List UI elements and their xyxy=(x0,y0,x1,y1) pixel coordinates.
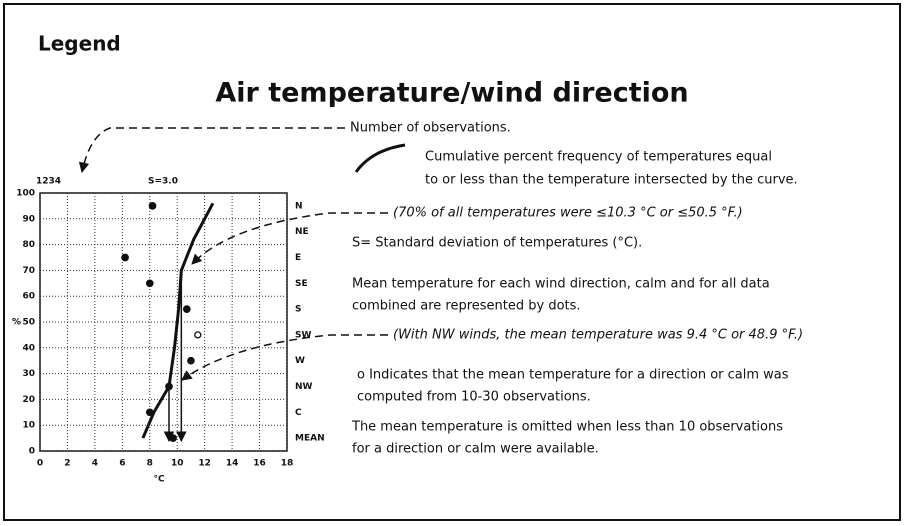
note: (70% of all temperatures were ≤10.3 °C o… xyxy=(393,206,743,221)
mean-dot xyxy=(165,382,173,391)
category-label: S xyxy=(295,305,301,315)
example-arrow xyxy=(181,334,388,381)
x-tick-label: 16 xyxy=(253,459,266,469)
mean-dot xyxy=(121,253,129,262)
observations-label: 1234 xyxy=(36,177,61,187)
note: S= Standard deviation of temperatures (°… xyxy=(352,236,642,251)
x-tick-label: 10 xyxy=(171,459,184,469)
note: Mean temperature for each wind direction… xyxy=(352,277,770,292)
mean-dot xyxy=(182,305,191,313)
y-tick-label: 100 xyxy=(16,189,35,199)
mean-dot xyxy=(169,434,177,442)
category-label: SE xyxy=(295,279,308,289)
y-tick-label: 80 xyxy=(22,240,35,250)
category-label: C xyxy=(295,408,302,418)
category-label: NE xyxy=(295,227,309,237)
y-tick-label: 60 xyxy=(22,292,35,302)
mean-dot xyxy=(194,331,202,339)
x-tick-label: 6 xyxy=(119,459,125,469)
x-tick-label: 2 xyxy=(64,459,70,469)
category-label: NW xyxy=(295,382,313,392)
mean-dot xyxy=(148,202,157,210)
cumulative-curve xyxy=(141,202,215,439)
x-tick-label: 4 xyxy=(92,459,98,469)
x-tick-label: 18 xyxy=(281,459,294,469)
x-tick-label: 8 xyxy=(147,459,153,469)
note: Number of observations. xyxy=(350,121,511,136)
y-tick-label: 0 xyxy=(29,447,35,457)
curve-sample xyxy=(354,143,406,173)
category-label: SW xyxy=(295,330,311,340)
x-axis-label: °C xyxy=(154,475,166,485)
note: (With NW winds, the mean temperature was… xyxy=(393,328,803,343)
y-tick-label: 40 xyxy=(22,343,35,353)
x-tick-label: 14 xyxy=(226,459,239,469)
note: Cumulative percent frequency of temperat… xyxy=(425,150,772,165)
x-tick-label: 0 xyxy=(37,459,43,469)
note: to or less than the temperature intersec… xyxy=(425,173,798,188)
legend-title: Legend xyxy=(38,32,121,56)
category-label: N xyxy=(295,201,303,211)
mean-dot xyxy=(187,356,195,365)
category-label: MEAN xyxy=(295,434,325,444)
note: computed from 10-30 observations. xyxy=(357,390,591,405)
category-label: E xyxy=(295,253,301,263)
observations-arrow xyxy=(78,127,345,174)
y-tick-label: 70 xyxy=(22,266,35,276)
note: combined are represented by dots. xyxy=(352,299,581,314)
mean-dot xyxy=(145,279,154,288)
note: for a direction or calm were available. xyxy=(352,442,599,457)
frame xyxy=(3,3,901,521)
note: The mean temperature is omitted when les… xyxy=(351,420,783,435)
y-tick-label: 50 xyxy=(22,318,35,328)
y-tick-label: 20 xyxy=(22,395,35,405)
y-tick-label: 10 xyxy=(22,421,35,431)
title: Air temperature/wind direction xyxy=(215,78,688,109)
y-axis-label: % xyxy=(12,318,21,328)
y-tick-label: 30 xyxy=(22,369,35,379)
x-tick-label: 12 xyxy=(198,459,211,469)
category-label: W xyxy=(295,356,305,366)
example-arrow xyxy=(191,212,388,265)
std-label: S=3.0 xyxy=(148,177,178,187)
mean-dot xyxy=(145,408,154,417)
note: o Indicates that the mean temperature fo… xyxy=(357,368,789,383)
y-tick-label: 90 xyxy=(22,214,35,224)
